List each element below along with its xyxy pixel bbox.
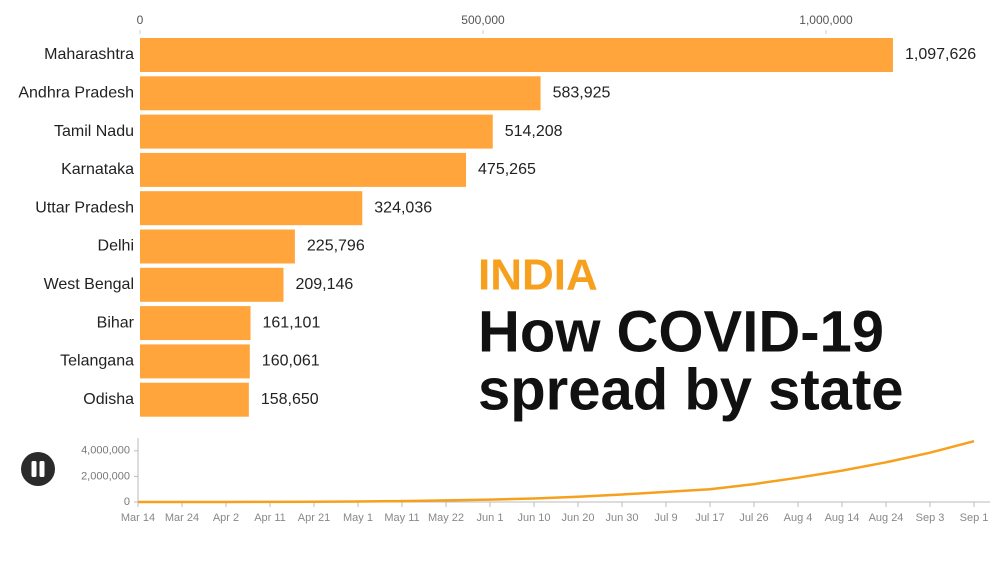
x-tick-label: Sep 3 xyxy=(916,512,945,524)
category-label: Maharashtra xyxy=(44,46,134,63)
value-label: 583,925 xyxy=(553,85,611,102)
x-tick-label: Jun 1 xyxy=(477,512,504,524)
bar xyxy=(140,382,249,417)
y-tick-label: 2,000,000 xyxy=(81,470,130,482)
bar xyxy=(140,229,295,264)
x-tick-label: Jul 9 xyxy=(654,512,677,524)
bar xyxy=(140,191,363,226)
x-tick-label: Aug 4 xyxy=(784,512,813,524)
x-tick-label: Aug 24 xyxy=(869,512,904,524)
x-tick-label: Jul 17 xyxy=(695,512,724,524)
x-tick-label: Apr 21 xyxy=(298,512,330,524)
category-label: Tamil Nadu xyxy=(54,123,134,140)
bar xyxy=(140,267,284,302)
chart-title: How COVID-19 xyxy=(478,299,884,364)
bar xyxy=(140,306,251,341)
x-tick-label: 1,000,000 xyxy=(799,13,853,27)
value-label: 160,061 xyxy=(262,353,320,370)
chart-subtitle: INDIA xyxy=(478,251,598,300)
x-tick-label: Mar 14 xyxy=(121,512,155,524)
value-label: 225,796 xyxy=(307,238,365,255)
category-label: West Bengal xyxy=(44,276,134,293)
category-label: Odisha xyxy=(83,391,134,408)
category-label: Delhi xyxy=(98,238,134,255)
bar xyxy=(140,114,493,149)
y-tick-label: 0 xyxy=(124,496,130,508)
value-label: 475,265 xyxy=(478,161,536,178)
bar xyxy=(140,76,541,111)
x-tick-label: Mar 24 xyxy=(165,512,199,524)
x-tick-label: Sep 1 xyxy=(960,512,989,524)
chart-title: spread by state xyxy=(478,357,904,422)
category-label: Karnataka xyxy=(61,161,134,178)
value-label: 161,101 xyxy=(263,314,321,331)
x-tick-label: May 11 xyxy=(384,512,419,524)
value-label: 1,097,626 xyxy=(905,46,976,63)
category-label: Bihar xyxy=(97,314,135,331)
x-tick-label: Jun 30 xyxy=(605,512,638,524)
x-tick-label: 500,000 xyxy=(461,13,505,27)
x-tick-label: May 1 xyxy=(343,512,373,524)
value-label: 158,650 xyxy=(261,391,319,408)
pause-button[interactable] xyxy=(21,452,55,486)
x-tick-label: Jun 20 xyxy=(561,512,594,524)
bar xyxy=(140,344,250,379)
value-label: 324,036 xyxy=(374,199,432,216)
bar xyxy=(140,38,893,72)
x-tick-label: Aug 14 xyxy=(825,512,860,524)
x-tick-label: 0 xyxy=(137,13,144,27)
line xyxy=(137,439,975,504)
value-label: 514,208 xyxy=(505,123,563,140)
x-tick-label: Jun 10 xyxy=(517,512,550,524)
x-tick-label: May 22 xyxy=(428,512,464,524)
value-label: 209,146 xyxy=(295,276,353,293)
x-tick-label: Jul 26 xyxy=(739,512,768,524)
y-tick-label: 4,000,000 xyxy=(81,445,130,457)
x-tick-label: Apr 2 xyxy=(213,512,239,524)
category-label: Telangana xyxy=(60,353,134,370)
bar xyxy=(140,152,467,187)
x-tick-label: Apr 11 xyxy=(254,512,286,524)
category-label: Uttar Pradesh xyxy=(35,199,134,216)
category-label: Andhra Pradesh xyxy=(18,85,134,102)
